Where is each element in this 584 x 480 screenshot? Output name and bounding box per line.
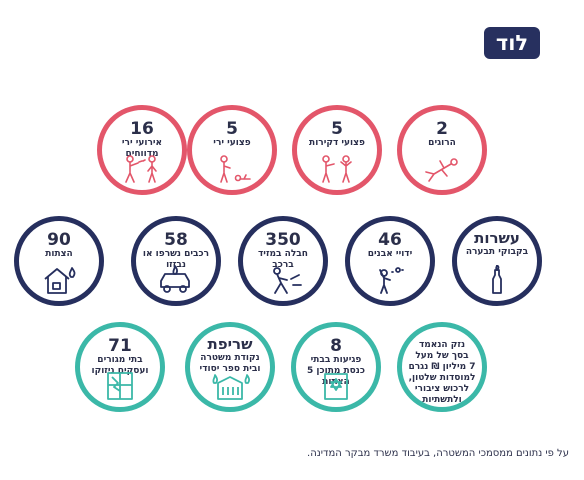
stat-label: חבלה במזיד ברכב [258, 249, 308, 270]
stat-label: הצתות [45, 249, 73, 259]
shooting-victim-icon [210, 154, 254, 184]
stat-shooting-events: 16 אירועי ירי מדווחים [97, 105, 187, 195]
broken-window-icon [98, 371, 142, 401]
stat-label: פצועי ירי [213, 138, 251, 148]
stat-stones: 46 ידויי אבנים [345, 216, 435, 306]
stat-killed: 2 הרוגים [397, 105, 487, 195]
stat-label: בתי מגורים ועסקים ניזוקו [91, 355, 149, 376]
stat-label: פצועי דקירות [309, 138, 365, 148]
stat-vehicle-damage: 350 חבלה במזיד ברכב [238, 216, 328, 306]
damage-line-4: למוסדות שלטון, [408, 373, 476, 383]
damage-line-3: 7 מיליון ₪ נגרם [408, 362, 476, 372]
stat-shot: 5 פצועי ירי [187, 105, 277, 195]
stat-number: 90 [47, 230, 71, 250]
stat-number: 350 [265, 230, 301, 250]
stabbing-icon [315, 154, 359, 184]
stat-label: רכבים נשרפו או נבזזו [142, 249, 210, 270]
stat-text: עשרות [474, 229, 520, 247]
damage-line-2: בסך של מעל [415, 351, 469, 361]
burning-building-icon [208, 371, 252, 401]
stat-molotov: עשרות בקבוקי תבערה [452, 216, 542, 306]
stat-homes-businesses: 71 בתי מגורים ועסקים ניזוקו [75, 322, 165, 412]
stat-synagogues: 8 פגיעות בבתי כנסת מתוכן 5 הצתות [291, 322, 381, 412]
damage-line-5: לרכוש ציבורי [414, 384, 470, 394]
source-note: על פי נתונים ממסמכי המשטרה, בעיבוד משרד … [307, 448, 569, 459]
synagogue-icon [314, 371, 358, 401]
stat-number: 2 [436, 119, 448, 139]
damage-line-1: נזק הנאמד [418, 340, 466, 350]
stat-label: בקבוקי תבערה [465, 247, 529, 257]
burning-house-icon [37, 265, 81, 295]
stat-number: 71 [108, 336, 132, 356]
stat-label: הרוגים [428, 138, 456, 148]
stat-text: שריפת [207, 335, 253, 353]
stat-label: אירועי ירי מדווחים [121, 138, 163, 159]
vandalism-icon [261, 265, 305, 295]
stat-number: 58 [164, 230, 188, 250]
stat-arson: 90 הצתות [14, 216, 104, 306]
stat-damage: נזק הנאמד בסך של מעל 7 מיליון ₪ נגרם למו… [397, 322, 487, 412]
stone-throwing-icon [368, 265, 412, 295]
gunfire-icon [120, 154, 164, 184]
stat-number: 5 [331, 119, 343, 139]
stat-number: 46 [378, 230, 402, 250]
stat-stabbed: 5 פצועי דקירות [292, 105, 382, 195]
stat-vehicles-burned: 58 רכבים נשרפו או נבזזו [131, 216, 221, 306]
stat-number: 16 [130, 119, 154, 139]
stat-label: ידויי אבנים [367, 249, 413, 259]
fallen-person-icon [420, 154, 464, 184]
burning-car-icon [154, 265, 198, 295]
city-badge: לוד [484, 27, 540, 59]
damage-line-6: ולתשתיות [422, 395, 462, 405]
stat-label: נקודת משטרה ובית ספר יסודי [199, 353, 261, 374]
stat-number: 8 [330, 336, 342, 356]
stat-police-school: שריפת נקודת משטרה ובית ספר יסודי [185, 322, 275, 412]
molotov-bottle-icon [475, 265, 519, 295]
stat-number: 5 [226, 119, 238, 139]
